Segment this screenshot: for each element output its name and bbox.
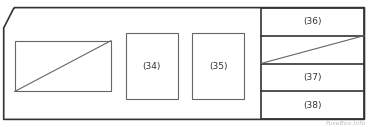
Bar	[192, 33, 244, 99]
Bar	[261, 8, 364, 119]
Text: (38): (38)	[303, 101, 322, 110]
Text: (37): (37)	[303, 73, 322, 82]
Text: FuseBox.Info: FuseBox.Info	[326, 121, 366, 126]
Text: (35): (35)	[209, 62, 228, 70]
Bar	[15, 41, 111, 91]
Text: (36): (36)	[303, 17, 322, 26]
Text: (34): (34)	[142, 62, 161, 70]
Bar	[126, 33, 178, 99]
